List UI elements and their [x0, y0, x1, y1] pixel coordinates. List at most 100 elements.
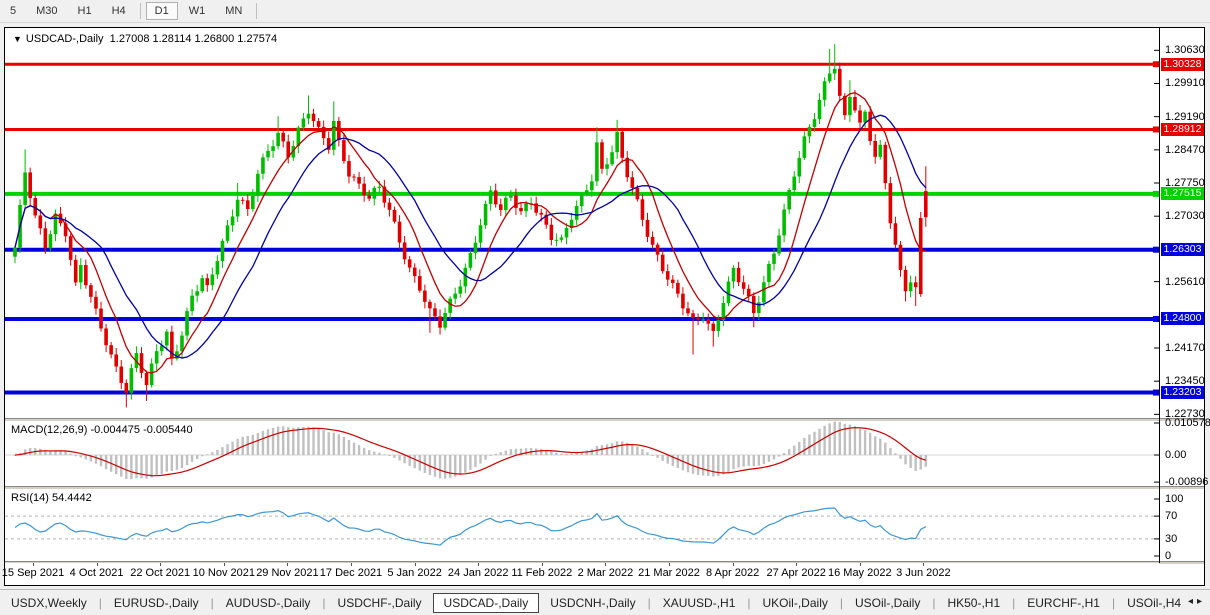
chart-tab-usoil-daily[interactable]: USOil-,Daily: [854, 595, 921, 610]
price-level-badge: 1.26303: [1161, 243, 1204, 257]
price-level-badge: 1.30328: [1161, 57, 1204, 71]
period-button-d1[interactable]: D1: [145, 2, 178, 20]
period-button-mn[interactable]: MN: [225, 5, 243, 17]
price-tick-label: 1.23450: [1165, 375, 1205, 388]
time-axis-tick: [669, 563, 670, 566]
time-axis-tick: [160, 563, 162, 566]
time-axis-label: 10 Nov 2021: [192, 567, 255, 579]
panel-divider[interactable]: [5, 486, 1204, 489]
tab-separator: |: [98, 595, 102, 610]
time-axis-label: 4 Oct 2021: [69, 567, 124, 579]
chart-tab-usdcnh-daily[interactable]: USDCNH-,Daily: [550, 595, 636, 610]
horizontal-level-lines: [5, 62, 1159, 395]
time-axis-label: 21 Mar 2022: [638, 567, 700, 579]
tab-scroll-left-icon[interactable]: ◂: [1187, 596, 1197, 607]
price-chart-panel[interactable]: [5, 28, 1159, 418]
chart-title: ▼ USDCAD-,Daily 1.27008 1.28114 1.26800 1…: [13, 33, 277, 45]
chart-tab-usdx-weekly[interactable]: USDX,Weekly: [11, 595, 87, 610]
macd-axis-label: 0.00: [1165, 449, 1187, 461]
time-axis-tick: [223, 563, 225, 566]
time-axis-tick: [33, 563, 34, 566]
tab-separator: |: [932, 595, 936, 610]
macd-axis-label: -0.00896: [1165, 476, 1209, 489]
price-tick-label: 1.30630: [1165, 44, 1205, 57]
time-axis-tick: [796, 563, 798, 566]
price-level-badge: 1.28912: [1161, 122, 1204, 136]
panel-divider[interactable]: [5, 418, 1204, 421]
rsi-axis-label: 100: [1165, 493, 1184, 505]
fast-ma-line: [14, 92, 926, 374]
rsi-line: [14, 507, 927, 546]
chart-ohlc-values: 1.27008 1.28114 1.26800 1.27574: [109, 33, 278, 45]
tab-scroll-arrows[interactable]: ◂▸: [1188, 596, 1206, 607]
chart-window[interactable]: ▼ USDCAD-,Daily 1.27008 1.28114 1.26800 1…: [2, 27, 1210, 586]
tab-separator: |: [322, 595, 326, 610]
chart-tab-xauusd-h1[interactable]: XAUUSD-,H1: [662, 595, 736, 610]
price-tick-label: 1.22730: [1165, 408, 1205, 421]
chart-tab-audusd-daily[interactable]: AUDUSD-,Daily: [225, 595, 311, 610]
price-tick-label: 1.29190: [1165, 110, 1205, 123]
period-button-h1[interactable]: H1: [77, 5, 92, 17]
time-axis-tick: [859, 563, 861, 566]
collapse-icon[interactable]: ▼: [13, 34, 22, 44]
price-level-badge: 1.27515: [1161, 187, 1204, 201]
tab-separator: |: [1012, 595, 1016, 610]
chart-tab-usoil-h4[interactable]: USOil-,H4: [1127, 595, 1182, 610]
chart-tab-eurusd-daily[interactable]: EURUSD-,Daily: [113, 595, 199, 610]
time-axis-label: 22 Oct 2021: [130, 567, 191, 579]
macd-label: MACD(12,26,9) -0.004475 -0.005440: [11, 424, 193, 436]
tab-scroll-right-icon[interactable]: ▸: [1196, 596, 1206, 607]
candlestick-series: [13, 44, 928, 408]
macd-axis-label: 0.010578: [1165, 417, 1210, 429]
slow-ma-line: [14, 114, 927, 359]
chart-tab-usdchf-daily[interactable]: USDCHF-,Daily: [337, 595, 422, 610]
time-axis-tick: [287, 563, 289, 566]
time-axis-label: 15 Sep 2021: [1, 567, 65, 579]
time-axis-tick: [478, 563, 480, 566]
period-toolbar: 5 M30 H1 H4 D1 W1 MN: [0, 0, 1210, 23]
time-axis[interactable]: 15 Sep 2021 4 Oct 2021 22 Oct 2021 10 Nov 2…: [2, 563, 1159, 585]
time-axis-label: 27 Apr 2022: [766, 567, 826, 579]
time-axis-label: 2 Mar 2022: [577, 567, 634, 579]
chart-tab-hk50-h1[interactable]: HK50-,H1: [947, 595, 1001, 610]
rsi-axis-label: 30: [1165, 532, 1178, 545]
time-axis-tick: [351, 563, 352, 566]
tab-separator: |: [210, 595, 214, 610]
time-axis-tick: [96, 563, 98, 566]
chart-symbol-label: USDCAD-,Daily: [25, 33, 104, 45]
macd-signal-line: [14, 427, 926, 477]
rsi-panel[interactable]: [5, 488, 1159, 561]
time-axis-label: 17 Dec 2021: [319, 567, 383, 579]
time-axis-tick: [414, 563, 416, 566]
time-axis-tick: [605, 563, 607, 566]
macd-panel[interactable]: [5, 420, 1159, 486]
period-button-w1[interactable]: W1: [188, 5, 206, 17]
price-level-badge: 1.23203: [1161, 386, 1204, 400]
time-axis-label: 24 Jan 2022: [447, 567, 509, 579]
chart-tab-ukoil-daily[interactable]: UKOil-,Daily: [762, 595, 828, 610]
tab-separator: |: [747, 595, 751, 610]
time-axis-label: 11 Feb 2022: [511, 567, 573, 579]
panel-divider[interactable]: [5, 561, 1204, 564]
period-button-h4[interactable]: H4: [111, 5, 126, 17]
price-level-badge: 1.24800: [1161, 312, 1204, 326]
tab-separator: |: [647, 595, 651, 610]
time-axis-tick: [923, 563, 925, 566]
toolbar-separator: [139, 3, 141, 19]
price-tick-label: 1.27750: [1165, 177, 1205, 189]
chart-tab-eurchf-h1[interactable]: EURCHF-,H1: [1027, 595, 1100, 610]
rsi-axis-label: 70: [1165, 510, 1178, 523]
price-tick-label: 1.29910: [1165, 77, 1205, 90]
chart-tabs-bar: USDX,Weekly | EURUSD-,Daily | AUDUSD-,Daily |…: [0, 589, 1210, 615]
price-tick-label: 1.24170: [1165, 341, 1205, 354]
period-button-m30[interactable]: M30: [36, 5, 58, 17]
price-tick-label: 1.28470: [1165, 143, 1205, 156]
time-axis-label: 3 Jun 2022: [896, 567, 951, 579]
price-tick-label: 1.25610: [1165, 275, 1205, 288]
tab-separator: |: [1111, 595, 1116, 610]
rsi-label: RSI(14) 54.4442: [11, 492, 92, 504]
time-axis-tick: [732, 563, 734, 566]
chart-tab-usdcad-daily[interactable]: USDCAD-,Daily: [432, 592, 540, 613]
time-axis-label: 29 Nov 2021: [256, 567, 319, 579]
period-button-5[interactable]: 5: [10, 5, 17, 17]
